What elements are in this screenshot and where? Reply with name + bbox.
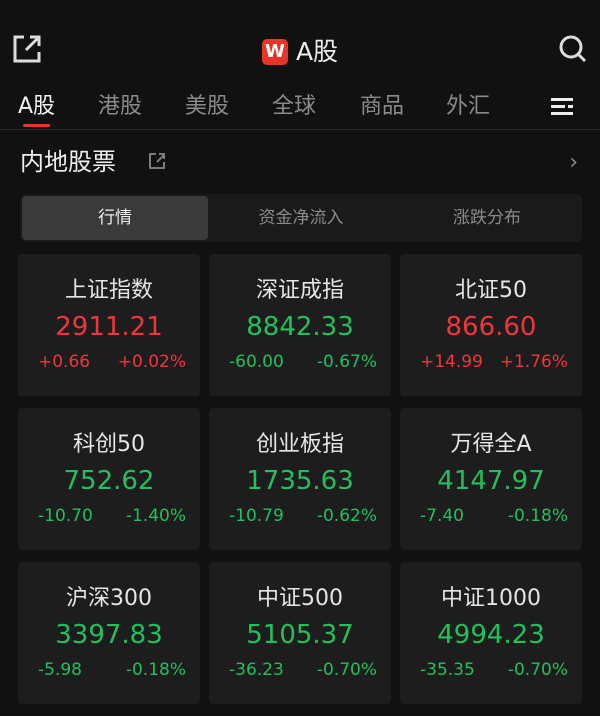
index-change: -7.40: [420, 506, 464, 526]
index-name: 北证50: [455, 278, 527, 303]
market-tabs: A股 港股 美股 全球 商品 外汇: [0, 88, 600, 130]
index-card[interactable]: 创业板指 1735.63 -10.79 -0.62%: [209, 408, 391, 550]
segment-control: 行情 资金净流入 涨跌分布: [20, 194, 582, 242]
index-price: 1735.63: [246, 466, 354, 496]
tab-us-stocks[interactable]: 美股: [185, 94, 230, 119]
index-price: 8842.33: [246, 312, 354, 342]
index-card[interactable]: 中证1000 4994.23 -35.35 -0.70%: [400, 562, 582, 704]
share-icon[interactable]: [148, 152, 166, 170]
index-grid: 上证指数 2911.21 +0.66 +0.02% 深证成指 8842.33 -60…: [18, 254, 582, 704]
menu-icon[interactable]: [551, 98, 573, 116]
page-title: W A股: [0, 32, 600, 68]
index-card[interactable]: 万得全A 4147.97 -7.40 -0.18%: [400, 408, 582, 550]
segment-quotes[interactable]: 行情: [22, 196, 208, 240]
index-price: 3397.83: [55, 620, 163, 650]
index-card[interactable]: 沪深300 3397.83 -5.98 -0.18%: [18, 562, 200, 704]
index-card[interactable]: 北证50 866.60 +14.99 +1.76%: [400, 254, 582, 396]
tab-forex[interactable]: 外汇: [446, 94, 491, 119]
index-change-pct: -0.70%: [507, 660, 568, 680]
index-change-pct: -1.40%: [125, 506, 186, 526]
index-price: 2911.21: [55, 312, 163, 342]
index-price: 5105.37: [246, 620, 354, 650]
share-icon[interactable]: [12, 34, 42, 64]
index-change-pct: +0.02%: [117, 352, 186, 372]
index-change: -35.35: [420, 660, 475, 680]
top-bar: W A股: [0, 28, 600, 72]
tab-hk-stocks[interactable]: 港股: [98, 94, 143, 119]
index-name: 沪深300: [66, 586, 152, 611]
index-card[interactable]: 上证指数 2911.21 +0.66 +0.02%: [18, 254, 200, 396]
segment-distribution[interactable]: 涨跌分布: [453, 208, 521, 228]
index-price: 752.62: [63, 466, 155, 496]
search-icon[interactable]: [558, 34, 588, 64]
index-change-pct: -0.18%: [125, 660, 186, 680]
index-card[interactable]: 深证成指 8842.33 -60.00 -0.67%: [209, 254, 391, 396]
index-change-pct: -0.62%: [316, 506, 377, 526]
index-change: +14.99: [420, 352, 483, 372]
index-change-pct: +1.76%: [499, 352, 568, 372]
tab-commodities[interactable]: 商品: [360, 94, 405, 119]
index-name: 科创50: [73, 432, 145, 457]
section-title[interactable]: 内地股票: [20, 148, 116, 176]
index-card[interactable]: 中证500 5105.37 -36.23 -0.70%: [209, 562, 391, 704]
index-card[interactable]: 科创50 752.62 -10.70 -1.40%: [18, 408, 200, 550]
index-price: 4147.97: [437, 466, 545, 496]
index-change: -36.23: [229, 660, 284, 680]
index-name: 万得全A: [450, 432, 532, 457]
index-change: +0.66: [38, 352, 91, 372]
index-change-pct: -0.18%: [507, 506, 568, 526]
index-change: -10.70: [38, 506, 93, 526]
index-price: 866.60: [445, 312, 537, 342]
index-change-pct: -0.67%: [316, 352, 377, 372]
index-change-pct: -0.70%: [316, 660, 377, 680]
index-change: -60.00: [229, 352, 284, 372]
app-logo: W: [261, 39, 288, 65]
index-price: 4994.23: [437, 620, 545, 650]
index-name: 上证指数: [64, 278, 153, 303]
index-name: 中证1000: [441, 586, 541, 611]
index-change: -5.98: [38, 660, 82, 680]
segment-net-inflow[interactable]: 资金净流入: [258, 208, 344, 228]
index-name: 中证500: [257, 586, 343, 611]
index-name: 创业板指: [255, 432, 344, 457]
tab-a-shares[interactable]: A股: [18, 88, 55, 127]
index-change: -10.79: [229, 506, 284, 526]
tab-global[interactable]: 全球: [272, 94, 317, 119]
index-name: 深证成指: [255, 278, 344, 303]
chevron-right-icon[interactable]: ›: [569, 150, 578, 175]
